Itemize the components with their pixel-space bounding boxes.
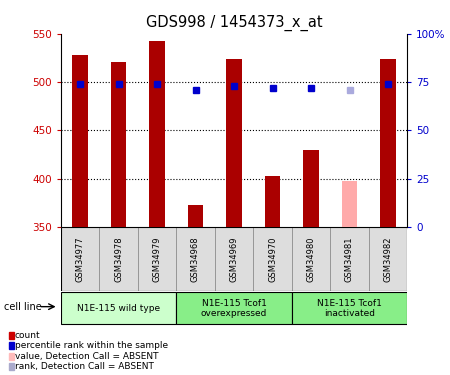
Bar	[61, 227, 99, 291]
Bar	[380, 59, 396, 227]
Text: GSM34981: GSM34981	[345, 236, 354, 282]
Text: N1E-115 wild type: N1E-115 wild type	[77, 304, 160, 313]
Text: N1E-115 Tcof1
inactivated: N1E-115 Tcof1 inactivated	[317, 299, 382, 318]
Bar	[226, 59, 242, 227]
Bar	[303, 150, 319, 227]
Text: count: count	[15, 331, 40, 340]
Text: cell line: cell line	[4, 302, 42, 312]
Text: GSM34979: GSM34979	[153, 236, 162, 282]
Text: GSM34970: GSM34970	[268, 236, 277, 282]
Title: GDS998 / 1454373_x_at: GDS998 / 1454373_x_at	[146, 15, 322, 31]
Bar	[330, 227, 369, 291]
Text: value, Detection Call = ABSENT: value, Detection Call = ABSENT	[15, 352, 158, 361]
Bar	[342, 180, 357, 227]
Bar	[188, 205, 203, 227]
Bar	[176, 227, 215, 291]
Bar	[111, 62, 126, 227]
Bar	[369, 227, 407, 291]
Text: GSM34980: GSM34980	[306, 236, 315, 282]
Text: rank, Detection Call = ABSENT: rank, Detection Call = ABSENT	[15, 362, 153, 371]
Text: percentile rank within the sample: percentile rank within the sample	[15, 341, 168, 350]
Text: GSM34969: GSM34969	[230, 236, 238, 282]
Text: GSM34978: GSM34978	[114, 236, 123, 282]
Bar	[215, 227, 253, 291]
Bar	[149, 40, 165, 227]
Bar	[72, 55, 88, 227]
Text: GSM34977: GSM34977	[76, 236, 85, 282]
Bar	[265, 176, 280, 227]
Bar	[138, 227, 176, 291]
Text: GSM34982: GSM34982	[383, 236, 392, 282]
Bar	[61, 292, 176, 324]
Bar	[99, 227, 138, 291]
Bar	[253, 227, 292, 291]
Bar	[292, 292, 407, 324]
Text: GSM34968: GSM34968	[191, 236, 200, 282]
Bar	[292, 227, 330, 291]
Bar	[176, 292, 292, 324]
Text: N1E-115 Tcof1
overexpressed: N1E-115 Tcof1 overexpressed	[201, 299, 267, 318]
